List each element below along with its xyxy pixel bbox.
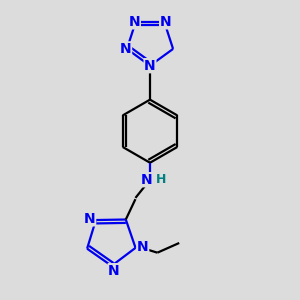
- Text: N: N: [140, 173, 152, 187]
- Text: N: N: [84, 212, 96, 226]
- Text: N: N: [108, 264, 120, 278]
- Text: N: N: [120, 42, 131, 56]
- Text: N: N: [144, 59, 156, 73]
- Text: H: H: [156, 173, 166, 186]
- Text: N: N: [129, 15, 140, 29]
- Text: N: N: [137, 240, 148, 254]
- Text: N: N: [160, 15, 171, 29]
